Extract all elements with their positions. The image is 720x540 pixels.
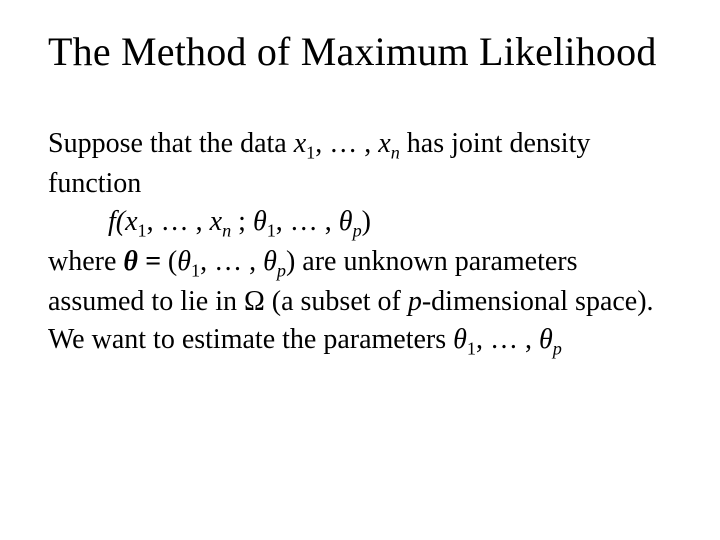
text: We want to estimate the parameters xyxy=(48,324,453,355)
paragraph-where: where θ = (θ1, … , θp) are unknown param… xyxy=(48,243,672,321)
var-p: p xyxy=(408,286,422,317)
var-theta: θ xyxy=(253,206,267,237)
var-theta: θ xyxy=(453,324,467,355)
sub-1: 1 xyxy=(467,339,476,359)
var-theta: θ xyxy=(539,324,553,355)
text: ; xyxy=(231,206,253,237)
text: , … , xyxy=(147,206,210,237)
fn-f: f(x xyxy=(108,206,138,237)
slide-body: Suppose that the data x1, … , xn has joi… xyxy=(48,125,672,361)
text: , … , xyxy=(276,206,339,237)
sub-p: p xyxy=(277,261,286,281)
text: where xyxy=(48,246,123,277)
sub-1: 1 xyxy=(191,261,200,281)
var-theta: θ xyxy=(177,246,191,277)
equals-sign: = xyxy=(138,246,168,277)
text: , … , xyxy=(315,128,378,159)
sub-n: n xyxy=(222,221,231,241)
text: , … , xyxy=(200,246,263,277)
text: ( xyxy=(168,246,177,277)
paragraph-goal: We want to estimate the parameters θ1, …… xyxy=(48,321,672,361)
sub-n: n xyxy=(391,143,400,163)
text: -dimensional space). xyxy=(422,286,654,317)
sub-1: 1 xyxy=(267,221,276,241)
var-x: x xyxy=(378,128,390,159)
sub-1: 1 xyxy=(138,221,147,241)
slide: The Method of Maximum Likelihood Suppose… xyxy=(0,0,720,540)
sub-p: p xyxy=(353,221,362,241)
var-theta: θ xyxy=(263,246,277,277)
text: ) xyxy=(362,206,371,237)
sub-p: p xyxy=(553,339,562,359)
paragraph-intro: Suppose that the data x1, … , xn has joi… xyxy=(48,125,672,203)
sub-1: 1 xyxy=(306,143,315,163)
text: Suppose that the data xyxy=(48,128,294,159)
var-theta-vector: θ xyxy=(123,246,138,277)
paragraph-density: f(x1, … , xn ; θ1, … , θp) xyxy=(48,203,672,243)
text: , … , xyxy=(476,324,539,355)
text: ) xyxy=(286,246,295,277)
var-x: x xyxy=(210,206,222,237)
var-x: x xyxy=(294,128,306,159)
var-theta: θ xyxy=(339,206,353,237)
slide-title: The Method of Maximum Likelihood xyxy=(48,28,672,75)
